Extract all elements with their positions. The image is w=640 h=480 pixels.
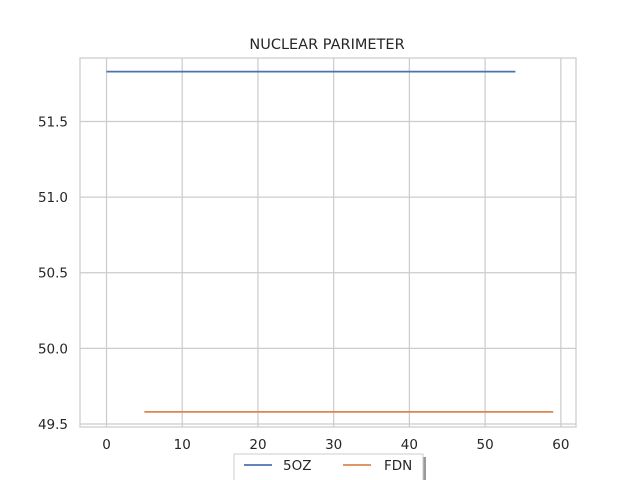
x-tick-label: 50 <box>477 437 494 453</box>
x-tick-label: 60 <box>552 437 569 453</box>
legend: 5OZ FDN <box>233 453 426 480</box>
x-tick-label: 10 <box>174 437 191 453</box>
y-tick-label: 51.5 <box>38 115 68 131</box>
grid <box>80 58 576 427</box>
series-lines <box>106 70 554 413</box>
legend-label-fdn: FDN <box>384 458 412 474</box>
x-tick-label: 0 <box>102 437 111 453</box>
legend-label-5oz: 5OZ <box>283 458 311 474</box>
chart-title: NUCLEAR PARIMETER <box>249 37 404 53</box>
plot-frame <box>79 57 577 428</box>
y-tick-label: 49.5 <box>38 417 68 433</box>
tick-labels: 0 10 20 30 40 50 60 49.5 50.0 50.5 51.0 51.5 <box>38 115 570 453</box>
y-tick-label: 50.5 <box>38 266 68 282</box>
x-tick-label: 40 <box>401 437 418 453</box>
x-tick-label: 30 <box>325 437 342 453</box>
legend-box <box>233 453 424 480</box>
x-tick-label: 20 <box>249 437 266 453</box>
y-tick-label: 50.0 <box>38 341 68 357</box>
y-tick-label: 51.0 <box>38 190 68 206</box>
